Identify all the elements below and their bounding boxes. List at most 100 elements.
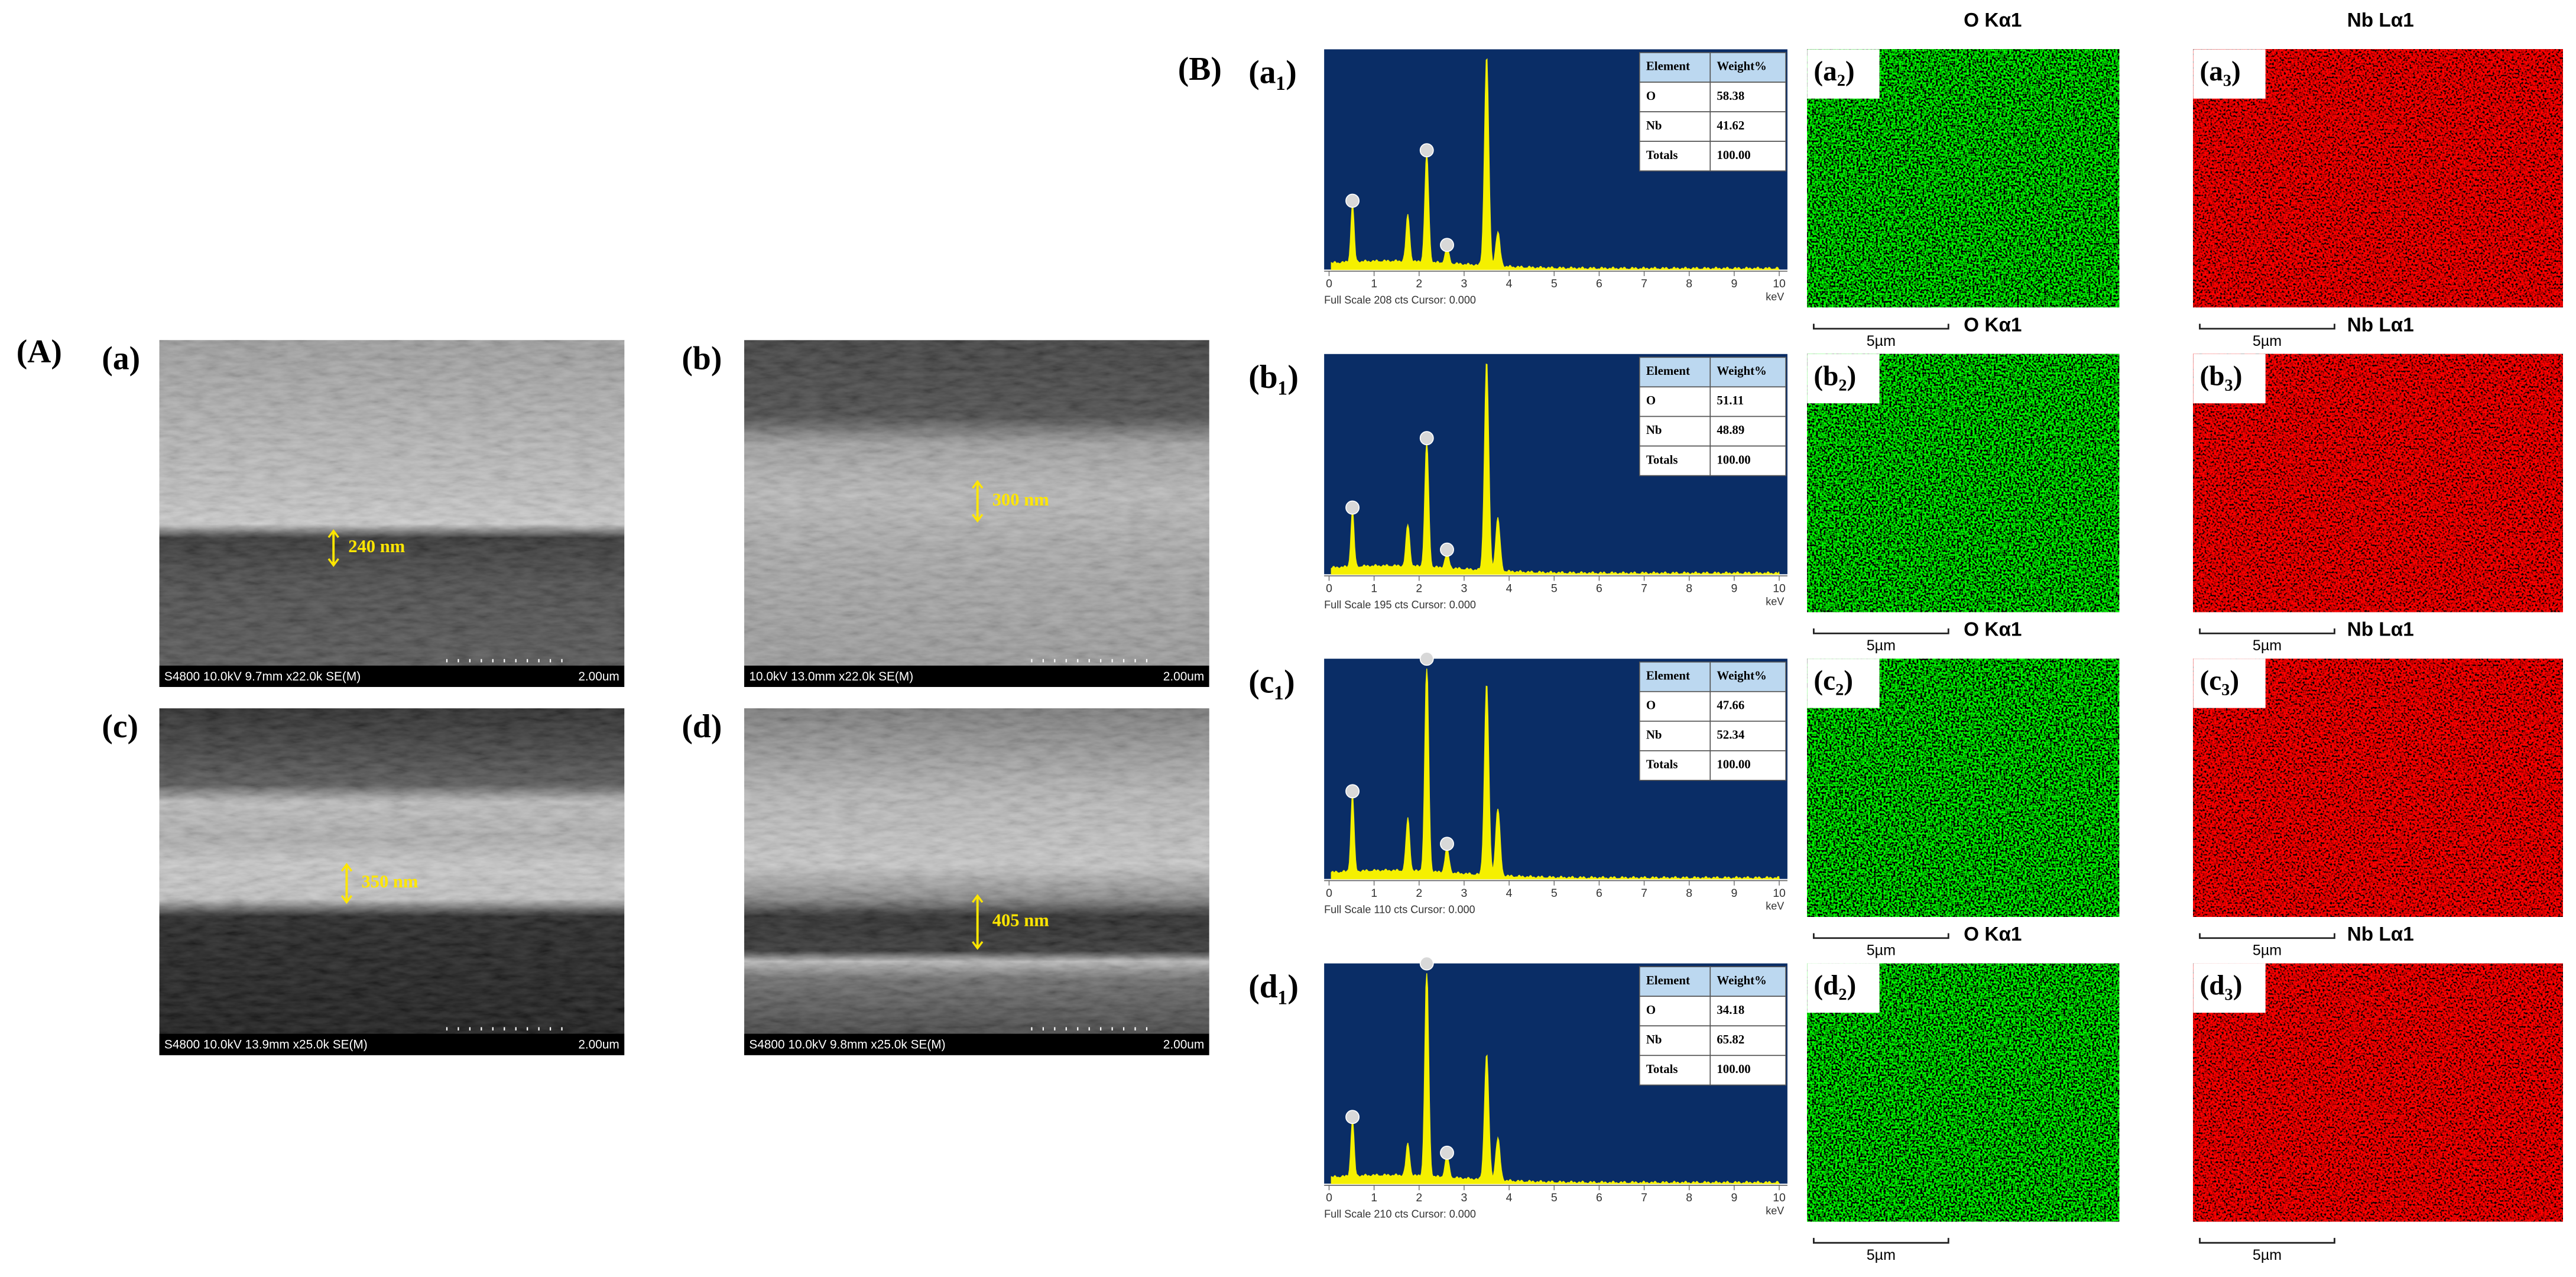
sem-caption: S4800 10.0kV 13.9mm x25.0k SE(M) xyxy=(164,1038,368,1052)
table-cell xyxy=(1639,52,1711,83)
map-title: Nb Lα1 xyxy=(2347,923,2414,945)
x-tick-label: 1 xyxy=(1371,277,1377,290)
scale-bar xyxy=(1812,933,1949,939)
caption-bar xyxy=(744,665,1209,688)
peak-marker xyxy=(1419,431,1434,446)
x-tick-label: 8 xyxy=(1686,582,1692,595)
x-tick-label: 5 xyxy=(1551,887,1558,900)
scale-bar xyxy=(1812,628,1949,634)
table-cell xyxy=(1709,111,1786,142)
peak-marker xyxy=(1440,542,1454,557)
footer: Full Scale 210 cts Cursor: 0.000 xyxy=(1324,1208,1476,1220)
table-text: 34.18 xyxy=(1717,1003,1744,1017)
table-text: 48.89 xyxy=(1717,423,1744,437)
scale-bar-label: 5µm xyxy=(1867,333,1896,349)
map-label-box xyxy=(2193,354,2266,404)
table-cell xyxy=(1639,750,1711,781)
x-tick-label: 6 xyxy=(1596,887,1602,900)
panel-label: (A) xyxy=(17,333,62,370)
table-cell xyxy=(1639,1025,1711,1056)
table-text: Weight% xyxy=(1717,973,1766,987)
x-tick-label: 7 xyxy=(1641,582,1647,595)
x-tick-label: 9 xyxy=(1731,887,1737,900)
thickness-label: 350 nm xyxy=(361,871,418,892)
table-text: Nb xyxy=(1646,423,1662,437)
table-cell xyxy=(1709,691,1786,722)
axis-unit: keV xyxy=(1766,595,1784,607)
x-tick-label: 1 xyxy=(1371,582,1377,595)
map-label: (b₂) xyxy=(1813,361,1856,391)
table-text: 65.82 xyxy=(1717,1032,1744,1046)
table-cell xyxy=(1709,1055,1786,1086)
scale-bar-label: 5µm xyxy=(2253,333,2282,349)
peak-marker xyxy=(1345,784,1360,799)
scale-bar xyxy=(2199,323,2335,330)
map-title: O Kα1 xyxy=(1964,923,2022,945)
scale-bar xyxy=(2199,628,2335,634)
sem-scale: 2.00um xyxy=(1163,670,1204,683)
map-label-box xyxy=(2193,659,2266,708)
x-tick-label: 4 xyxy=(1506,277,1513,290)
map-label-box xyxy=(1807,354,1880,404)
scale-bar xyxy=(1812,1237,1949,1244)
image-label: (a) xyxy=(102,340,140,377)
table-text: Element xyxy=(1646,973,1690,987)
table-cell xyxy=(1709,416,1786,447)
table-text: O xyxy=(1646,393,1656,407)
x-tick-label: 0 xyxy=(1326,887,1332,900)
peak-marker xyxy=(1419,956,1434,971)
table-cell xyxy=(1639,82,1711,112)
x-tick-label: 9 xyxy=(1731,582,1737,595)
table-text: Element xyxy=(1646,59,1690,73)
x-tick-label: 9 xyxy=(1731,1191,1737,1204)
panel-label: (B) xyxy=(1178,51,1222,87)
spectrum-curve xyxy=(1331,363,1780,575)
spectrum-curve xyxy=(1331,668,1780,880)
map-label-box xyxy=(2193,963,2266,1013)
map-title: Nb Lα1 xyxy=(2347,619,2414,641)
table-cell xyxy=(1709,966,1786,997)
map-label-box xyxy=(1807,659,1880,708)
table-text: Nb xyxy=(1646,1032,1662,1046)
x-tick-label: 4 xyxy=(1506,887,1513,900)
peak-marker xyxy=(1419,652,1434,666)
table-text: Weight% xyxy=(1717,59,1766,73)
table-text: Element xyxy=(1646,669,1690,683)
table-text: O xyxy=(1646,698,1656,712)
peak-marker xyxy=(1345,1110,1360,1124)
x-tick-label: 3 xyxy=(1461,582,1468,595)
x-tick-label: 10 xyxy=(1773,887,1786,900)
sem-caption: S4800 10.0kV 9.8mm x25.0k SE(M) xyxy=(749,1038,945,1052)
axis-unit: keV xyxy=(1766,1205,1784,1217)
spectrum-label: (c₁) xyxy=(1248,663,1295,700)
x-tick-label: 0 xyxy=(1326,582,1332,595)
x-tick-label: 3 xyxy=(1461,1191,1468,1204)
arrow-head xyxy=(327,529,339,568)
table-cell xyxy=(1709,386,1786,417)
table-text: 52.34 xyxy=(1717,728,1744,742)
axis-unit: keV xyxy=(1766,291,1784,303)
x-tick-label: 8 xyxy=(1686,887,1692,900)
peak-marker xyxy=(1440,1145,1454,1160)
arrow-head xyxy=(972,479,984,523)
x-tick-label: 7 xyxy=(1641,277,1647,290)
table-cell xyxy=(1709,720,1786,751)
caption-bar xyxy=(744,1033,1209,1055)
scale-bar-label: 5µm xyxy=(2253,1247,2282,1263)
x-tick-label: 6 xyxy=(1596,277,1602,290)
sem-texture xyxy=(744,708,1209,1034)
x-tick-label: 5 xyxy=(1551,277,1558,290)
x-tick-label: 6 xyxy=(1596,1191,1602,1204)
map-label: (d₂) xyxy=(1813,970,1856,1001)
table-text: Totals xyxy=(1646,452,1678,466)
x-tick-label: 2 xyxy=(1416,277,1422,290)
x-tick-label: 1 xyxy=(1371,887,1377,900)
table-text: Weight% xyxy=(1717,364,1766,378)
thickness-label: 240 nm xyxy=(348,536,405,556)
table-text: Element xyxy=(1646,364,1690,378)
table-text: 47.66 xyxy=(1717,698,1744,712)
caption-bar xyxy=(159,665,625,688)
spectrum-label: (d₁) xyxy=(1248,968,1299,1005)
thickness-label: 300 nm xyxy=(992,490,1049,510)
table-text: 58.38 xyxy=(1717,89,1744,103)
